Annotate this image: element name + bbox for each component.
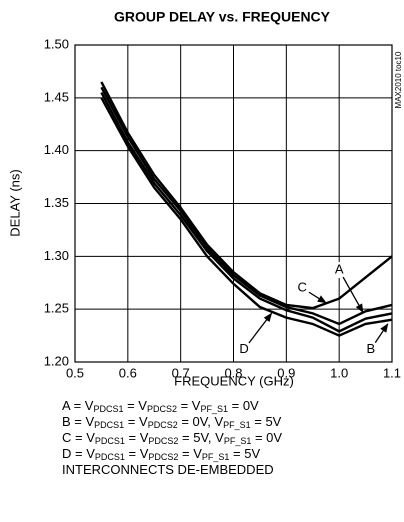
series-label: D: [239, 341, 248, 356]
plot-frame: [74, 44, 393, 363]
note-text: = 0V, V: [178, 414, 224, 429]
note: B = VPDCS1 = VPDCS2 = 0V, VPF_S1 = 5V: [62, 414, 282, 430]
x-tick-label: 0.6: [119, 365, 137, 380]
series-label: C: [297, 279, 306, 294]
note-subscript: PDCS1: [95, 436, 125, 446]
x-axis-label: FREQUENCY (GHz): [174, 373, 294, 388]
note-subscript: PF_S1: [202, 452, 230, 462]
note-text: = V: [123, 398, 147, 413]
note-subscript: PDCS2: [148, 452, 178, 462]
series-line: [100, 86, 393, 326]
note-text: = 5V, V: [178, 430, 224, 445]
note-text: = 5V: [229, 446, 260, 461]
x-tick-label: 1.0: [330, 365, 348, 380]
note-subscript: PF_S1: [223, 420, 251, 430]
note-text: = V: [124, 414, 148, 429]
y-tick-label: 1.25: [44, 301, 69, 316]
note-text: D = V: [62, 446, 95, 461]
y-tick-label: 1.45: [44, 89, 69, 104]
x-tick-label: 1.1: [383, 365, 401, 380]
note: A = VPDCS1 = VPDCS2 = VPF_S1 = 0V: [62, 398, 259, 414]
note: D = VPDCS1 = VPDCS2 = VPF_S1 = 5V: [62, 446, 260, 462]
series-line: [100, 91, 393, 333]
series-label: B: [367, 341, 376, 356]
series-line: [100, 81, 393, 310]
x-tick-label: 0.9: [277, 365, 295, 380]
callout-bg: [333, 262, 346, 279]
note-text: B = V: [62, 414, 94, 429]
callout-bg: [364, 341, 377, 358]
series-label: A: [335, 262, 344, 277]
note-text: = 0V: [251, 430, 282, 445]
note-text: = V: [177, 398, 201, 413]
callout-arrow: [342, 276, 364, 314]
note-subscript: PDCS1: [93, 404, 123, 414]
callout-bg: [296, 280, 309, 297]
note-subscript: PF_S1: [224, 436, 252, 446]
note-subscript: PDCS1: [95, 452, 125, 462]
note-text: = 5V: [251, 414, 282, 429]
y-axis-label: DELAY (ns): [7, 169, 22, 236]
x-tick-label: 0.8: [224, 365, 242, 380]
note-text: = V: [125, 430, 149, 445]
note-subscript: PDCS2: [147, 404, 177, 414]
series-line: [100, 97, 393, 337]
y-tick-label: 1.35: [44, 195, 69, 210]
note: C = VPDCS1 = VPDCS2 = 5V, VPF_S1 = 0V: [62, 430, 282, 446]
callout-arrow: [374, 323, 389, 344]
y-tick-label: 1.20: [44, 353, 69, 368]
note-subscript: PDCS2: [148, 436, 178, 446]
chart-title: GROUP DELAY vs. FREQUENCY: [114, 9, 331, 25]
note-subscript: PDCS2: [148, 420, 178, 430]
side-label: MAX2010 toc10: [394, 51, 403, 108]
x-tick-label: 0.5: [66, 365, 84, 380]
callout-arrow: [308, 291, 327, 304]
y-tick-label: 1.40: [44, 142, 69, 157]
note-text: C = V: [62, 430, 95, 445]
note-text: A = V: [62, 398, 94, 413]
note-text: = V: [125, 446, 149, 461]
note: INTERCONNECTS DE-EMBEDDED: [62, 462, 274, 477]
note-subscript: PF_S1: [200, 404, 228, 414]
callout-bg: [238, 341, 251, 358]
note-text: INTERCONNECTS DE-EMBEDDED: [62, 462, 274, 477]
y-tick-label: 1.30: [44, 248, 69, 263]
x-tick-label: 0.7: [172, 365, 190, 380]
note-text: = 0V: [228, 398, 259, 413]
note-text: = V: [178, 446, 202, 461]
y-tick-label: 1.50: [44, 36, 69, 51]
note-subscript: PDCS1: [94, 420, 124, 430]
callout-arrow: [248, 312, 273, 344]
